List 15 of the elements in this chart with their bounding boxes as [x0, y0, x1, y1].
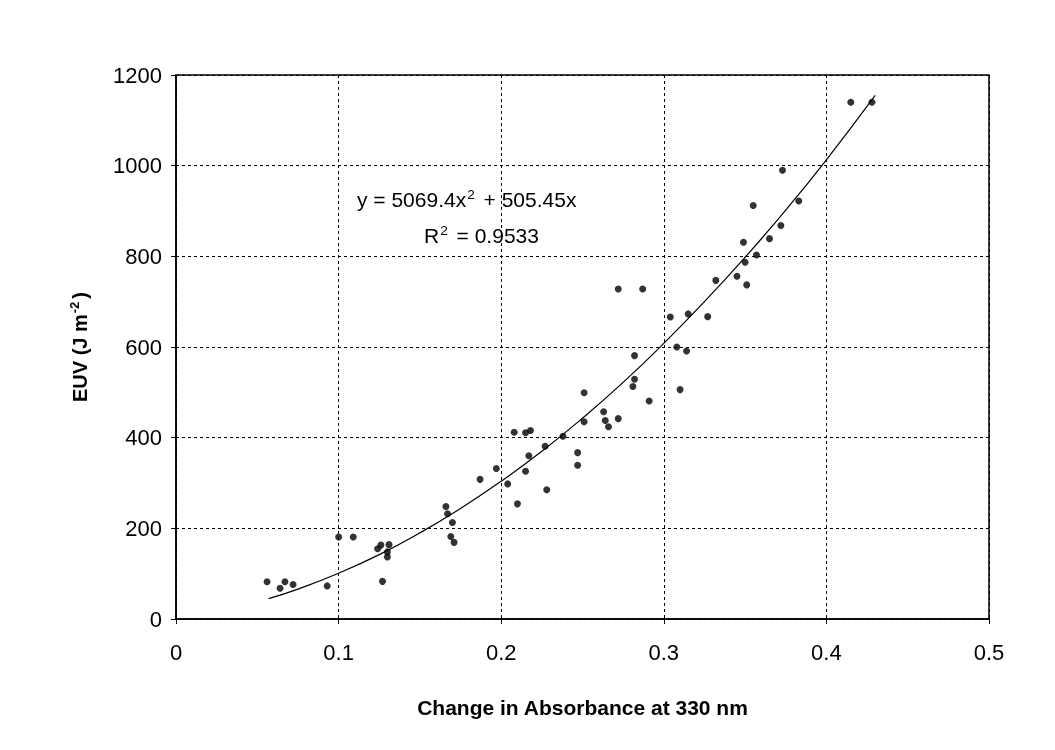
x-tick-label: 0.4	[811, 639, 842, 665]
y-tick-label: 1200	[113, 62, 162, 88]
y-tick-label: 800	[125, 243, 162, 269]
x-tick-label: 0.2	[485, 639, 517, 665]
y-tick-label: 1000	[113, 153, 162, 179]
x-tick-label: 0.3	[648, 639, 680, 665]
x-tick-label: 0.1	[323, 639, 354, 665]
x-tick-label: 0	[169, 639, 183, 665]
y-tick-label: 600	[125, 334, 162, 360]
x-axis-title: Change in Absorbance at 330 nm	[417, 696, 748, 719]
x-tick-label: 0.5	[973, 639, 1005, 665]
y-tick-label: 200	[125, 515, 162, 541]
y-axis-title: EUV (J m-2)	[67, 291, 91, 403]
y-tick-label: 0	[149, 606, 162, 632]
y-tick-label: 400	[125, 425, 162, 451]
